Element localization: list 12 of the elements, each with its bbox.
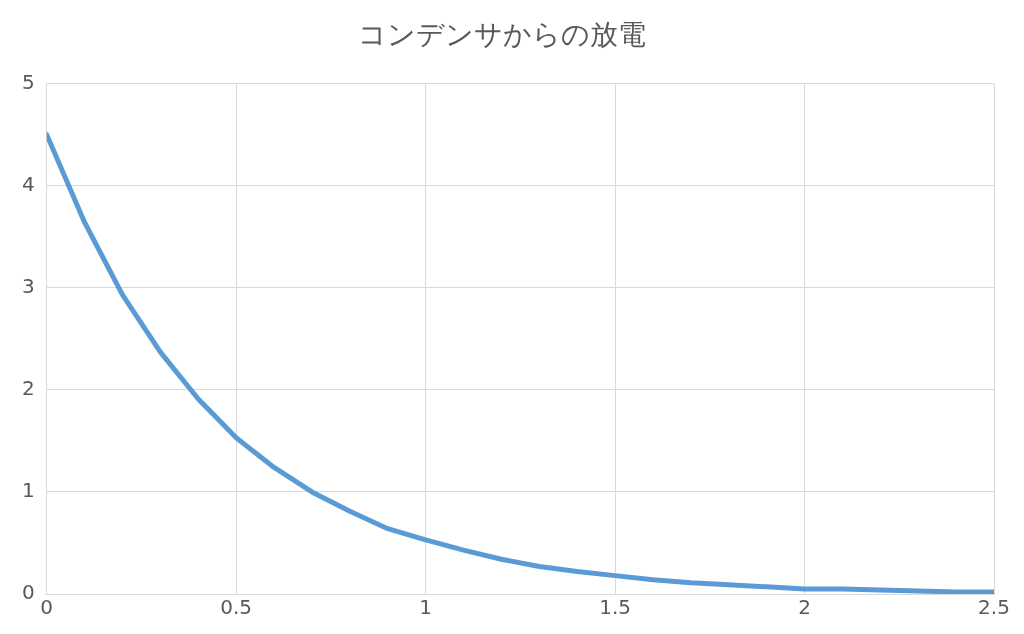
x-tick-label: 2.5 — [978, 595, 1010, 620]
x-tick-label: 1.5 — [599, 595, 631, 620]
y-tick-label: 1 — [21, 478, 35, 503]
x-tick-label: 0 — [40, 595, 54, 620]
y-tick-label: 2 — [21, 376, 35, 401]
y-tick-label: 4 — [21, 171, 35, 196]
x-tick-label: 0.5 — [220, 595, 253, 620]
y-tick-label: 3 — [21, 273, 35, 298]
x-tick-label: 2 — [798, 595, 811, 620]
x-tick-label: 1 — [419, 595, 432, 620]
y-tick-label: 5 — [21, 69, 35, 94]
chart-title: コンデンサからの放電 — [358, 18, 646, 52]
